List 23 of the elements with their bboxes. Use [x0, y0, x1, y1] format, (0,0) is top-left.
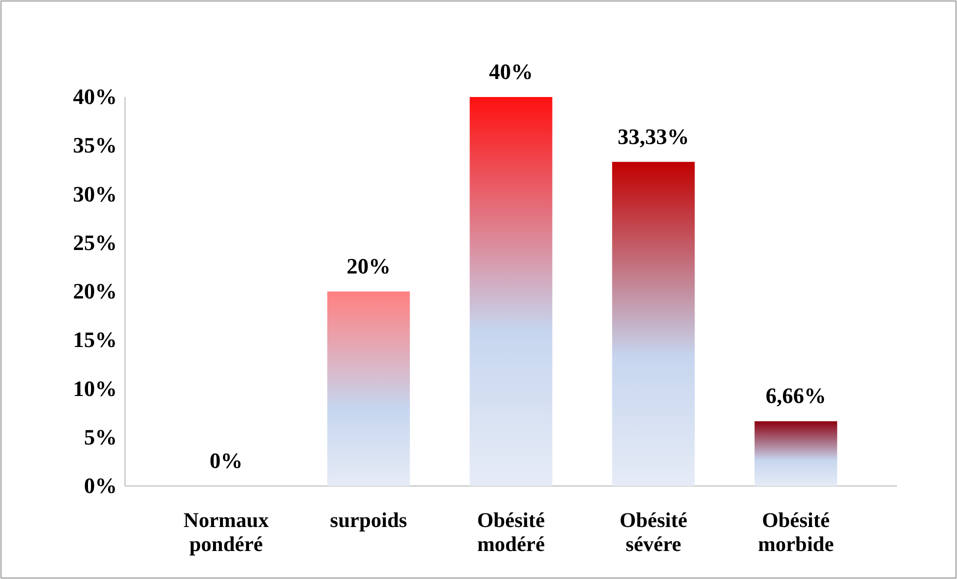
bar [470, 97, 552, 486]
x-tick-label: Obésité sévére [620, 508, 688, 556]
y-tick-label: 20% [73, 278, 117, 304]
y-tick-label: 40% [73, 84, 117, 110]
x-tick-label: surpoids [330, 508, 408, 532]
x-tick-label: Normaux pondéré [184, 508, 270, 556]
data-label: 33,33% [618, 124, 690, 149]
data-label: 0% [210, 448, 243, 473]
x-tick-label: Obésité morbide [758, 508, 834, 556]
data-label: 40% [489, 59, 533, 84]
x-tick-label: Obésité modéré [477, 508, 545, 556]
y-tick-label: 25% [73, 230, 117, 255]
y-tick-label: 15% [73, 327, 117, 352]
bar [754, 421, 838, 486]
bar [327, 292, 410, 486]
y-tick-label: 5% [84, 424, 117, 450]
data-label: 6,66% [766, 383, 826, 408]
y-tick-label: 30% [73, 181, 117, 206]
y-tick-label: 0% [84, 473, 117, 498]
data-label: 20% [346, 254, 391, 278]
y-tick-label: 35% [73, 132, 117, 158]
y-tick-label: 10% [73, 376, 117, 401]
bar [612, 162, 695, 486]
